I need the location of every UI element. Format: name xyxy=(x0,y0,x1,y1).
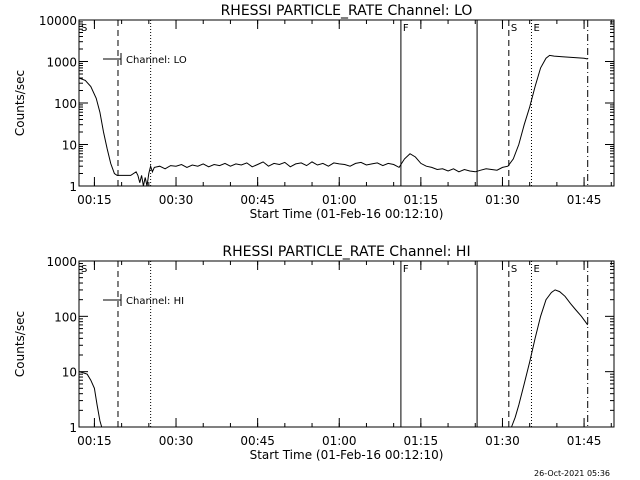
y-tick-label: 10 xyxy=(62,139,77,153)
event-marker-label: S xyxy=(81,264,87,275)
legend-label: Channel: LO xyxy=(126,55,187,66)
event-marker-label: F xyxy=(403,23,409,34)
series-line xyxy=(511,289,589,428)
y-axis-label: Counts/sec xyxy=(13,311,27,377)
x-tick-label: 00:15 xyxy=(77,193,112,207)
y-tick-label: 10 xyxy=(62,366,77,380)
event-marker-label: E xyxy=(533,23,539,34)
x-tick-label: 00:30 xyxy=(159,193,194,207)
series-line xyxy=(78,54,588,187)
y-axis-label: Counts/sec xyxy=(13,70,27,136)
x-tick-label: 00:30 xyxy=(159,434,194,448)
x-tick-label: 01:30 xyxy=(485,193,520,207)
x-tick-label: 01:45 xyxy=(567,434,602,448)
series-line xyxy=(78,371,103,428)
y-tick-label: 1 xyxy=(69,421,77,435)
x-tick-label: 01:15 xyxy=(404,193,439,207)
legend-label: Channel: HI xyxy=(126,296,184,307)
x-tick-label: 01:15 xyxy=(404,434,439,448)
x-tick-label: 01:30 xyxy=(485,434,520,448)
y-tick-label: 100 xyxy=(54,97,77,111)
chart-title: RHESSI PARTICLE_RATE Channel: HI xyxy=(222,244,470,260)
y-tick-label: 1000 xyxy=(46,56,77,70)
top-panel: RHESSI PARTICLE_RATE Channel: LO 1 10 100 10… xyxy=(13,3,615,221)
event-marker-label: E xyxy=(533,264,539,275)
y-tick-label: 1000 xyxy=(46,255,77,269)
event-marker-label: S xyxy=(511,23,517,34)
footer-date: 26-Oct-2021 05:36 xyxy=(534,469,610,478)
event-marker-label: S xyxy=(511,264,517,275)
bottom-panel: RHESSI PARTICLE_RATE Channel: HI 1 10 100 10… xyxy=(13,244,615,462)
y-tick-label: 10000 xyxy=(39,14,77,28)
x-axis-label: Start Time (01-Feb-16 00:12:10) xyxy=(250,207,444,221)
event-marker-label: S xyxy=(81,23,87,34)
x-tick-label: 01:00 xyxy=(322,193,357,207)
y-tick-label: 100 xyxy=(54,310,77,324)
chart-title: RHESSI PARTICLE_RATE Channel: LO xyxy=(221,3,473,19)
x-tick-label: 00:45 xyxy=(240,193,275,207)
x-tick-label: 01:45 xyxy=(567,193,602,207)
plot-frame xyxy=(78,260,615,428)
x-axis-label: Start Time (01-Feb-16 00:12:10) xyxy=(250,448,444,462)
y-tick-label: 1 xyxy=(69,180,77,194)
x-tick-label: 00:45 xyxy=(240,434,275,448)
x-tick-label: 00:15 xyxy=(77,434,112,448)
x-tick-label: 01:00 xyxy=(322,434,357,448)
event-marker-label: F xyxy=(403,264,409,275)
plot-frame xyxy=(78,19,615,187)
